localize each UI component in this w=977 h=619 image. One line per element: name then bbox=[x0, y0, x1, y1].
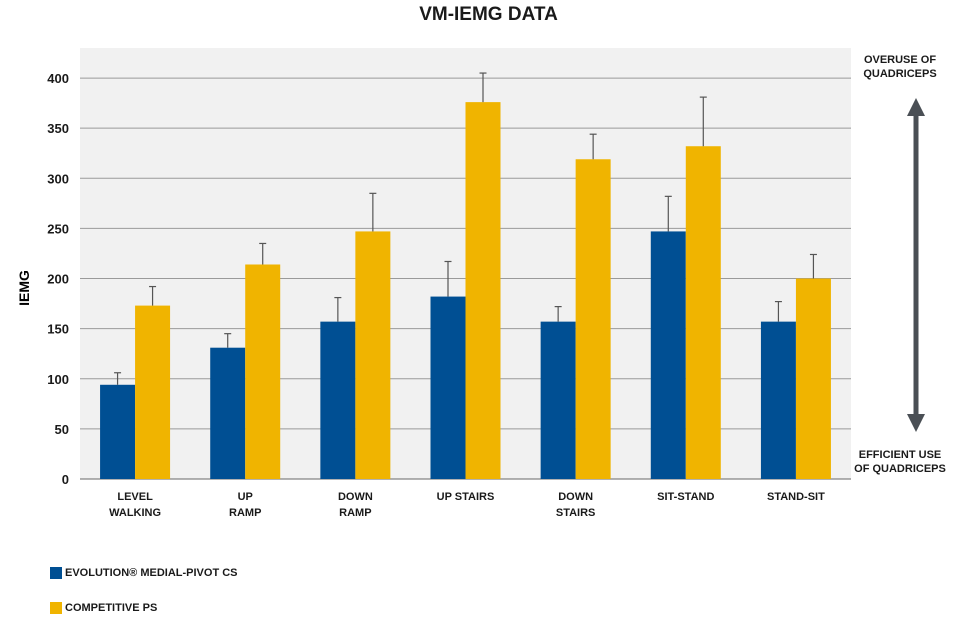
y-tick-label: 250 bbox=[47, 221, 69, 236]
x-tick-label: DOWN bbox=[558, 491, 593, 503]
x-tick-label: STAIRS bbox=[556, 507, 596, 519]
annotation-overuse: OVERUSE OF QUADRICEPS bbox=[835, 53, 965, 81]
bar-evolution bbox=[430, 296, 466, 479]
bar-evolution bbox=[760, 321, 796, 479]
annotation-efficient: EFFICIENT USE OF QUADRICEPS bbox=[835, 448, 965, 476]
x-tick-label: UP bbox=[238, 491, 253, 503]
arrow-down-icon bbox=[907, 414, 925, 432]
bar-evolution bbox=[320, 321, 356, 479]
annotation-overuse-text: OVERUSE OF QUADRICEPS bbox=[863, 54, 937, 80]
legend-item-competitive: COMPETITIVE PS bbox=[50, 602, 157, 614]
x-tick-label: WALKING bbox=[109, 507, 161, 519]
x-tick-label: STAND-SIT bbox=[767, 491, 825, 503]
y-tick-label: 350 bbox=[47, 121, 69, 136]
x-tick-label: RAMP bbox=[339, 507, 371, 519]
bar-competitive bbox=[355, 231, 391, 479]
y-tick-label: 300 bbox=[47, 171, 69, 186]
bar-competitive bbox=[575, 159, 611, 480]
x-tick-label: RAMP bbox=[229, 507, 261, 519]
x-tick-label: LEVEL bbox=[117, 491, 153, 503]
x-tick-label: DOWN bbox=[338, 491, 373, 503]
y-tick-label: 150 bbox=[47, 322, 69, 337]
chart-title: VM-IEMG DATA bbox=[419, 4, 558, 25]
bar-competitive bbox=[245, 264, 281, 479]
x-tick-label: UP STAIRS bbox=[437, 491, 495, 503]
bar-competitive bbox=[795, 278, 831, 479]
y-tick-label: 50 bbox=[55, 422, 69, 437]
x-tick-label: SIT-STAND bbox=[657, 491, 714, 503]
y-tick-label: 100 bbox=[47, 372, 69, 387]
legend-swatch-evolution bbox=[50, 567, 62, 579]
arrow-up-icon bbox=[907, 98, 925, 116]
bar-competitive bbox=[135, 305, 171, 479]
y-tick-label: 0 bbox=[62, 472, 69, 487]
bar-evolution bbox=[100, 384, 136, 479]
legend-label-evolution: EVOLUTION® MEDIAL-PIVOT CS bbox=[65, 567, 238, 579]
bar-competitive bbox=[465, 102, 501, 479]
bar-evolution bbox=[540, 321, 576, 479]
legend-swatch-competitive bbox=[50, 602, 62, 614]
y-tick-label: 400 bbox=[47, 71, 69, 86]
annotation-efficient-text: EFFICIENT USE OF QUADRICEPS bbox=[854, 449, 946, 475]
bar-evolution bbox=[210, 347, 246, 479]
bar-competitive bbox=[685, 146, 721, 479]
y-tick-label: 200 bbox=[47, 272, 69, 287]
legend-item-evolution: EVOLUTION® MEDIAL-PIVOT CS bbox=[50, 567, 238, 579]
bar-evolution bbox=[650, 231, 686, 479]
legend-label-competitive: COMPETITIVE PS bbox=[65, 602, 158, 614]
